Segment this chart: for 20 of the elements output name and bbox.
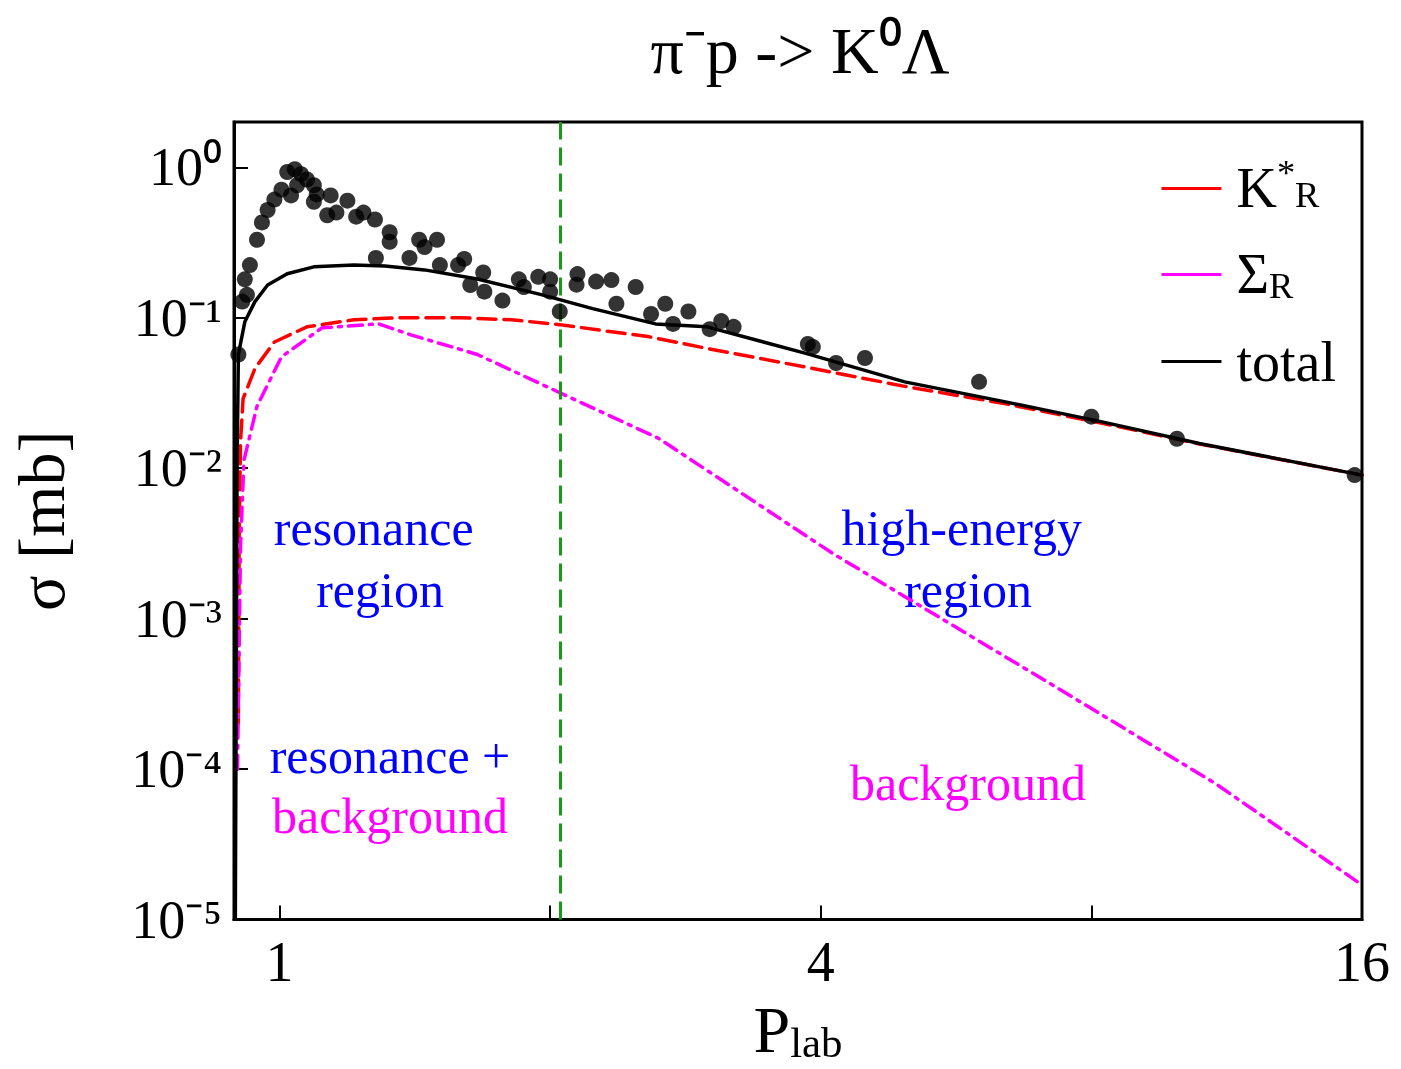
x-tick-label: 16 — [1334, 930, 1390, 993]
x-tick-label: 4 — [806, 930, 835, 993]
annotation: resonance region — [273, 500, 487, 618]
annotation: background — [849, 755, 1087, 811]
y-tick-label: 10⁻³ — [133, 588, 222, 649]
x-axis-title: Plab — [753, 992, 843, 1066]
annotation: background — [271, 788, 509, 844]
annotation: high-energy region — [841, 500, 1095, 618]
y-tick-label: 10⁻¹ — [133, 287, 222, 348]
y-tick-label: 10⁻² — [133, 438, 222, 499]
y-tick-label: 10⁰ — [149, 137, 222, 198]
legend-label: ΣR — [1236, 243, 1295, 306]
legend-label: total — [1236, 330, 1336, 393]
y-tick-label: 10⁻⁵ — [131, 889, 222, 950]
y-axis-title: σ [mb] — [4, 430, 78, 611]
annotation: resonance + — [269, 728, 511, 784]
chart-title: π⁻p -> K⁰Λ — [650, 13, 950, 87]
x-tick-label: 1 — [265, 930, 294, 993]
y-tick-label: 10⁻⁴ — [131, 739, 222, 800]
legend-label: K*R — [1236, 153, 1321, 220]
